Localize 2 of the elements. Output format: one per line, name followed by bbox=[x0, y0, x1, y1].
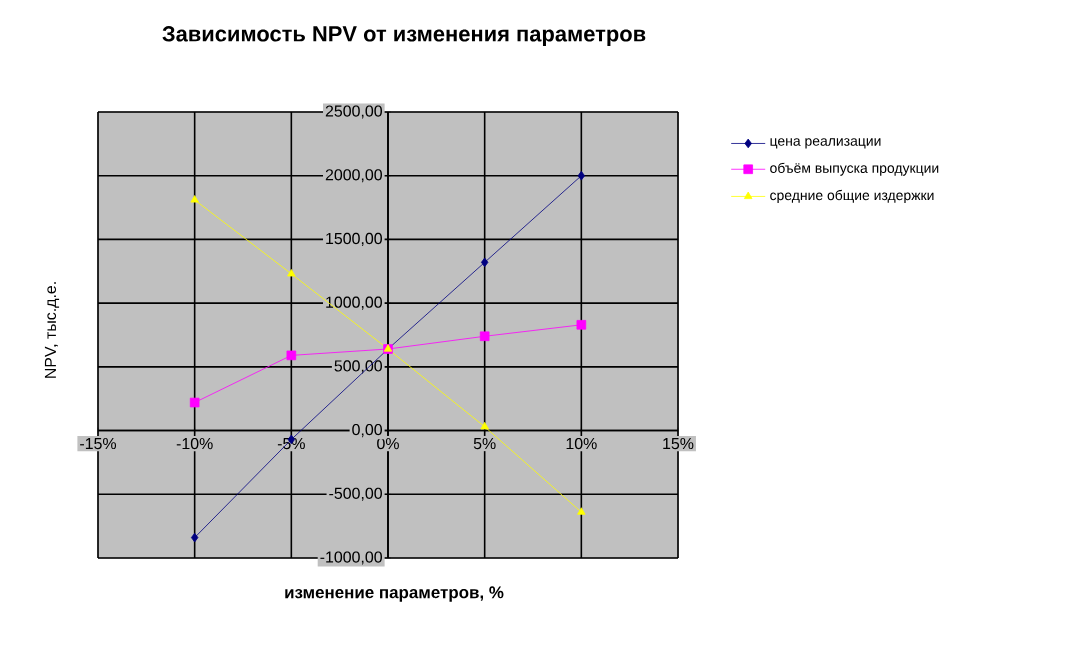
x-axis-title: изменение параметров, % bbox=[285, 586, 504, 602]
chart-title: Зависимость NPV от изменения параметров bbox=[162, 26, 646, 46]
